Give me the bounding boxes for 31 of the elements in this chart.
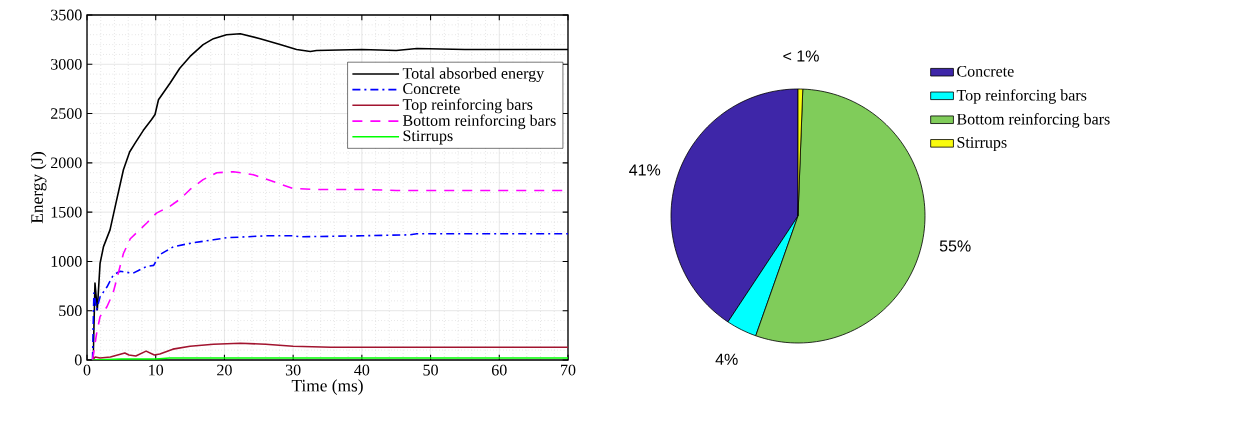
data-label: < 1%: [783, 50, 819, 62]
data-label: 4%: [715, 353, 738, 365]
legend-label: Top reinforcing bars: [402, 98, 533, 114]
y-tick-label: 500: [59, 305, 82, 317]
legend-label: Top reinforcing bars: [956, 89, 1087, 104]
x-tick-label: 0: [83, 364, 91, 376]
y-tick-label: 1500: [51, 206, 82, 218]
y-tick-label: 0: [74, 354, 82, 366]
data-label: 55%: [939, 240, 971, 252]
legend-label: Concrete: [403, 83, 460, 95]
x-axis-title: Time (ms): [291, 379, 363, 396]
x-tick-label: 40: [354, 364, 370, 376]
y-tick-label: 2500: [51, 108, 82, 119]
legend-label: Concrete: [957, 65, 1014, 77]
x-tick-label: 50: [423, 364, 438, 376]
x-tick-label: 10: [149, 364, 164, 376]
legend-label: Bottom reinforcing bars: [956, 113, 1110, 128]
x-tick-label: 20: [217, 364, 232, 376]
y-tick-label: 3500: [51, 9, 82, 21]
y-axis-title: Energy (J): [30, 152, 47, 224]
y-tick-label: 1000: [51, 256, 82, 267]
legend-label: Stirrups: [403, 130, 453, 145]
legend-label: Total absorbed energy: [402, 67, 545, 83]
x-tick-label: 60: [491, 364, 507, 376]
x-tick-label: 30: [285, 364, 301, 376]
legend-label: Stirrups: [957, 137, 1007, 152]
y-tick-label: 2000: [51, 157, 82, 169]
legend-label: Bottom reinforcing bars: [402, 114, 556, 130]
y-tick-label: 3000: [51, 58, 82, 70]
data-label: 41%: [629, 164, 661, 176]
x-tick-label: 70: [561, 364, 576, 376]
